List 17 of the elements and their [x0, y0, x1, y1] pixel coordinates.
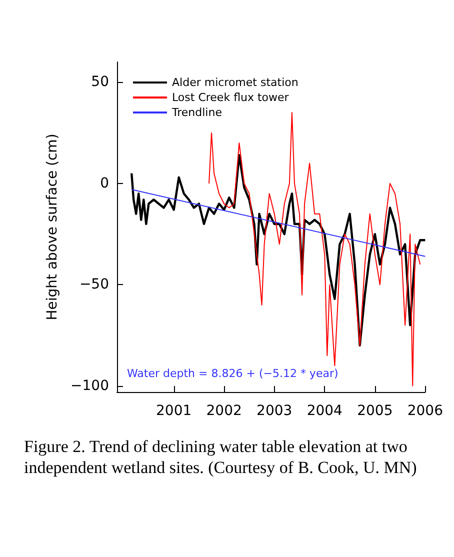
- legend-label: Trendline: [171, 106, 222, 119]
- y-tick-label: 0: [100, 175, 109, 192]
- caption: Figure 2. Trend of declining water table elevation at two independent wetland sites. (Courtesy of B. Cook, U. MN): [24, 437, 417, 477]
- x-tick-label: 2002: [206, 403, 242, 419]
- x-tick-label: 2004: [306, 403, 343, 419]
- y-tick-label: −100: [70, 378, 109, 394]
- line-series: [130, 154, 426, 347]
- x-tick-label: 2003: [256, 403, 292, 419]
- legend-label: Alder micromet station: [172, 76, 298, 89]
- x-tick-label: 2001: [156, 403, 192, 419]
- x-tick-label: 2005: [357, 403, 393, 419]
- annotation: Water depth = 8.826 + (−5.12 * year): [127, 367, 338, 380]
- y-tick-label: 50: [91, 74, 109, 90]
- x-tick-label: 2006: [407, 403, 444, 419]
- y-axis-title: Height above surface (cm): [44, 134, 61, 320]
- y-tick-label: −50: [79, 276, 109, 293]
- legend-label: Lost Creek flux tower: [172, 91, 290, 104]
